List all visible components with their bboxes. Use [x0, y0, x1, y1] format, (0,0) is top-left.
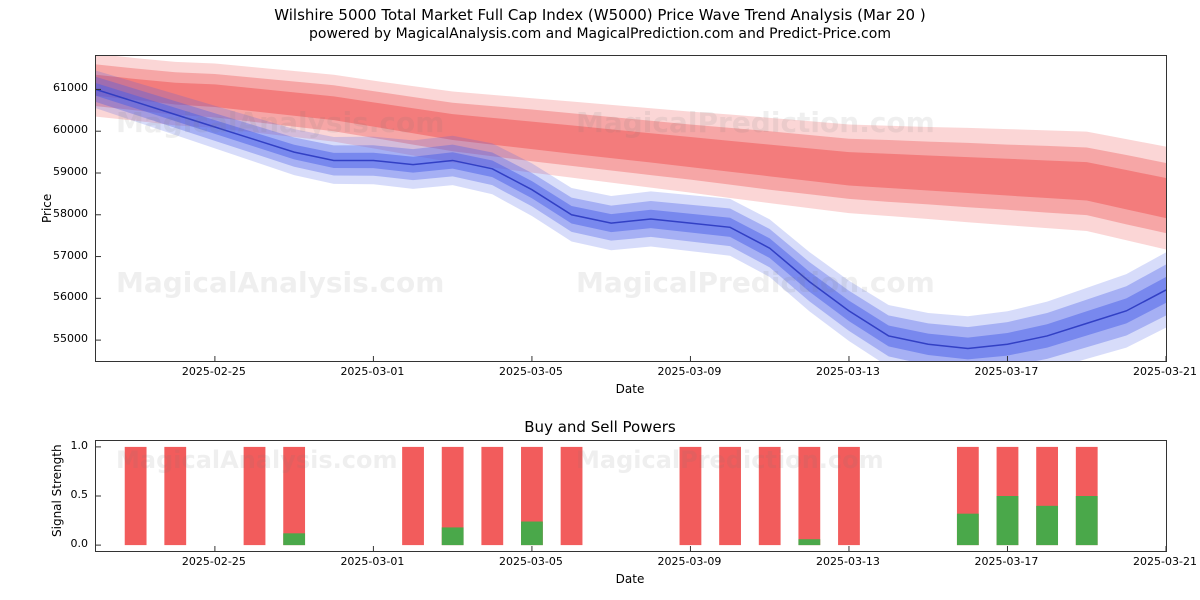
price-chart-xtick: 2025-03-17 [966, 365, 1046, 378]
power-chart-ytick: 0.5 [60, 488, 88, 501]
power-chart-xtick: 2025-03-13 [808, 555, 888, 568]
power-chart-xtick: 2025-02-25 [174, 555, 254, 568]
price-chart-svg [96, 56, 1166, 361]
price-chart-panel: MagicalAnalysis.com MagicalPrediction.co… [95, 55, 1167, 362]
price-chart-ytick: 60000 [40, 123, 88, 136]
power-chart-xtick: 2025-03-05 [491, 555, 571, 568]
price-chart-xtick: 2025-03-09 [649, 365, 729, 378]
price-chart-xlabel: Date [95, 382, 1165, 396]
price-chart-ytick: 56000 [40, 290, 88, 303]
power-chart-title: Buy and Sell Powers [0, 418, 1200, 436]
chart-title-main: Wilshire 5000 Total Market Full Cap Inde… [0, 6, 1200, 24]
price-chart-ytick: 61000 [40, 81, 88, 94]
price-chart-xtick: 2025-03-21 [1125, 365, 1200, 378]
power-chart-ytick: 0.0 [60, 537, 88, 550]
price-chart-xtick: 2025-03-13 [808, 365, 888, 378]
price-chart-xtick: 2025-03-01 [332, 365, 412, 378]
chart-title-sub: powered by MagicalAnalysis.com and Magic… [0, 26, 1200, 42]
figure-root: Wilshire 5000 Total Market Full Cap Inde… [0, 0, 1200, 600]
power-chart-svg [96, 441, 1166, 551]
power-chart-xtick: 2025-03-01 [332, 555, 412, 568]
price-chart-ytick: 59000 [40, 165, 88, 178]
power-chart-xtick: 2025-03-17 [966, 555, 1046, 568]
power-chart-xtick: 2025-03-21 [1125, 555, 1200, 568]
price-chart-ytick: 55000 [40, 332, 88, 345]
price-chart-ytick: 58000 [40, 207, 88, 220]
power-chart-xlabel: Date [95, 572, 1165, 586]
power-chart-ytick: 1.0 [60, 439, 88, 452]
power-chart-xtick: 2025-03-09 [649, 555, 729, 568]
power-chart-panel: MagicalAnalysis.com MagicalPrediction.co… [95, 440, 1167, 552]
price-chart-xtick: 2025-03-05 [491, 365, 571, 378]
price-chart-xtick: 2025-02-25 [174, 365, 254, 378]
price-chart-ytick: 57000 [40, 249, 88, 262]
